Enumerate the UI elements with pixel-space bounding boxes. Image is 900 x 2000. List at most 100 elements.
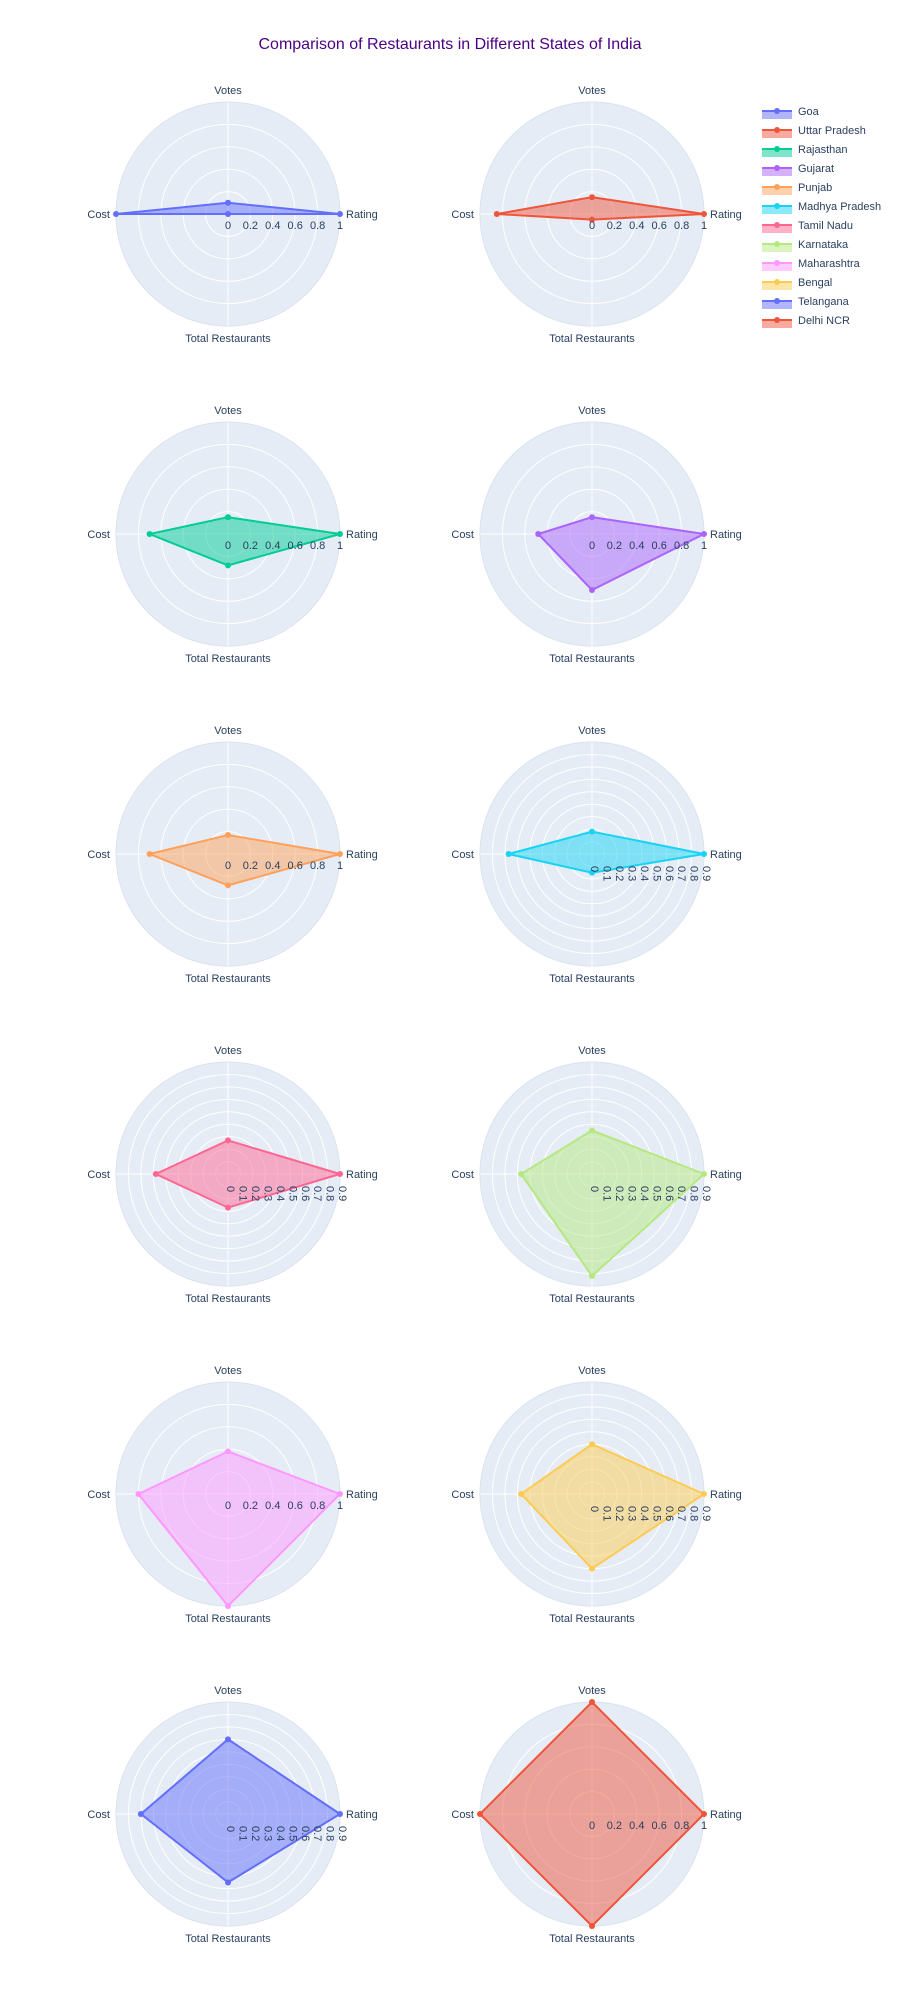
point-rajasthan-rating — [337, 531, 343, 537]
legend-item-tamil-nadu[interactable]: Tamil Nadu — [762, 220, 853, 233]
radial-tick-label: 0.1 — [601, 1186, 613, 1201]
axis-label-rating: Rating — [710, 1489, 742, 1501]
radial-tick-label: 0 — [224, 1186, 236, 1192]
radial-tick-label: 0.8 — [674, 220, 689, 232]
radial-tick-label: 0.3 — [625, 866, 637, 881]
axis-label-cost: Cost — [87, 849, 110, 861]
point-gujarat-cost — [535, 531, 542, 537]
legend-item-madhya-pradesh[interactable]: Madhya Pradesh — [762, 201, 881, 214]
radial-tick-label: 0.4 — [629, 1820, 644, 1832]
axis-label-rating: Rating — [346, 1169, 378, 1181]
point-tamil-nadu-total-restaurants — [225, 1204, 231, 1211]
radial-tick-label: 0 — [588, 866, 600, 872]
radial-tick-label: 0.2 — [607, 540, 622, 552]
axis-label-cost: Cost — [87, 529, 110, 541]
legend-label: Madhya Pradesh — [798, 201, 881, 213]
point-maharashtra-cost — [135, 1491, 142, 1497]
legend-swatch — [762, 130, 792, 138]
axis-label-votes: Votes — [214, 1045, 242, 1057]
radar-karnataka: 0 0.1 0.2 0.3 0.4 0.5 0.6 0.7 0.8 0.9 Rating Votes C… — [451, 1045, 741, 1305]
point-rajasthan-votes — [225, 514, 231, 521]
radar-bengal: 0 0.1 0.2 0.3 0.4 0.5 0.6 0.7 0.8 0.9 Rating Votes C… — [451, 1365, 741, 1625]
legend-swatch — [762, 263, 792, 271]
radial-tick-label: 0 — [588, 1186, 600, 1192]
legend-item-karnataka[interactable]: Karnataka — [762, 239, 849, 252]
radial-tick-label: 0.8 — [674, 540, 689, 552]
legend-marker — [774, 222, 780, 228]
radial-tick-label: 0 — [225, 1500, 231, 1512]
radial-tick-label: 0.9 — [336, 1186, 348, 1201]
radial-tick-label: 0.8 — [674, 1820, 689, 1832]
radial-tick-label: 0.2 — [607, 220, 622, 232]
radar-telangana: 0 0.1 0.2 0.3 0.4 0.5 0.6 0.7 0.8 0.9 Rating Votes C… — [87, 1685, 377, 1945]
point-madhya-pradesh-total-restaurants — [589, 869, 595, 876]
radial-tick-label: 0.4 — [274, 1186, 286, 1201]
axis-label-votes: Votes — [214, 405, 242, 417]
radial-tick-label: 0.8 — [324, 1826, 336, 1841]
legend-marker — [774, 127, 780, 133]
axis-label-total-restaurants: Total Restaurants — [185, 1933, 271, 1945]
axis-label-cost: Cost — [451, 1489, 474, 1501]
legend-item-telangana[interactable]: Telangana — [762, 296, 850, 309]
radial-tick-label: 0.5 — [650, 1506, 662, 1521]
radial-tick-label: 0.9 — [700, 866, 712, 881]
legend-item-punjab[interactable]: Punjab — [762, 182, 832, 195]
point-bengal-rating — [701, 1491, 707, 1497]
axis-label-cost: Cost — [87, 1489, 110, 1501]
radial-tick-label: 0.5 — [650, 1186, 662, 1201]
point-karnataka-votes — [589, 1127, 595, 1134]
point-bengal-cost — [518, 1491, 525, 1497]
point-tamil-nadu-rating — [337, 1171, 343, 1177]
radial-tick-label: 0.4 — [274, 1826, 286, 1841]
legend-item-bengal[interactable]: Bengal — [762, 277, 832, 290]
radial-tick-label: 0.4 — [638, 1506, 650, 1521]
legend-item-goa[interactable]: Goa — [762, 106, 820, 119]
axis-label-votes: Votes — [214, 1365, 242, 1377]
legend-marker — [774, 184, 780, 190]
point-goa-total-restaurants — [225, 211, 231, 217]
legend-label: Tamil Nadu — [798, 220, 853, 232]
radial-tick-label: 0.9 — [700, 1506, 712, 1521]
legend-item-gujarat[interactable]: Gujarat — [762, 163, 834, 176]
legend-label: Bengal — [798, 277, 832, 289]
radial-tick-label: 0.7 — [311, 1186, 323, 1201]
point-uttar-pradesh-votes — [589, 194, 595, 201]
axis-label-votes: Votes — [578, 405, 606, 417]
radial-tick-label: 1 — [701, 540, 707, 552]
radial-tick-label: 1 — [701, 220, 707, 232]
legend-label: Punjab — [798, 182, 832, 194]
point-madhya-pradesh-cost — [505, 851, 512, 857]
axis-label-votes: Votes — [214, 85, 242, 97]
legend-item-rajasthan[interactable]: Rajasthan — [762, 144, 848, 157]
axis-label-rating: Rating — [346, 209, 378, 221]
axis-label-total-restaurants: Total Restaurants — [549, 1293, 635, 1305]
radial-tick-label: 0.2 — [613, 1506, 625, 1521]
radial-tick-label: 0.2 — [243, 540, 258, 552]
radial-tick-label: 0.6 — [663, 1186, 675, 1201]
legend-swatch — [762, 320, 792, 328]
legend-label: Uttar Pradesh — [798, 125, 866, 137]
legend-item-uttar-pradesh[interactable]: Uttar Pradesh — [762, 125, 866, 138]
legend-item-maharashtra[interactable]: Maharashtra — [762, 258, 861, 271]
radial-tick-label: 1 — [337, 860, 343, 872]
radial-tick-label: 0 — [225, 860, 231, 872]
axis-label-cost: Cost — [87, 209, 110, 221]
radial-tick-label: 0.9 — [700, 1186, 712, 1201]
axis-label-rating: Rating — [710, 529, 742, 541]
radial-tick-label: 0.7 — [675, 1506, 687, 1521]
legend-marker — [774, 203, 780, 209]
axis-label-total-restaurants: Total Restaurants — [549, 1933, 635, 1945]
point-gujarat-total-restaurants — [589, 587, 595, 593]
radial-tick-label: 0.8 — [324, 1186, 336, 1201]
legend-item-delhi-ncr[interactable]: Delhi NCR — [762, 315, 850, 328]
radial-tick-label: 0 — [589, 540, 595, 552]
radial-tick-label: 0.1 — [237, 1826, 249, 1841]
axis-label-cost: Cost — [451, 209, 474, 221]
axis-label-total-restaurants: Total Restaurants — [185, 973, 271, 985]
radial-tick-label: 0.6 — [663, 1506, 675, 1521]
point-delhi-ncr-rating — [701, 1811, 707, 1817]
radial-tick-label: 0.6 — [288, 1500, 303, 1512]
